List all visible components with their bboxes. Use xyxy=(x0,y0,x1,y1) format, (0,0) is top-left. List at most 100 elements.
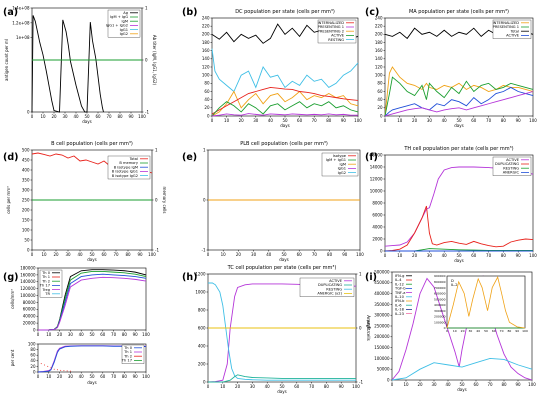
y-tick-label: 0 xyxy=(27,109,30,114)
legend-entry: IgG1 xyxy=(120,28,128,32)
inset-x-tick-label: 60 xyxy=(492,329,496,333)
y-axis-label: cells per mm³ xyxy=(6,186,11,214)
inset-y-tick-label: 200000 xyxy=(434,315,446,319)
x-tick-label: 40 xyxy=(442,118,448,123)
legend-entry: IgM + IgG1 xyxy=(326,158,346,162)
panel-b: (b) DC population per state (cells per mm… xyxy=(182,7,362,128)
x-tick-label: 30 xyxy=(427,118,433,123)
inset-y-tick-label: 600000 xyxy=(434,292,446,296)
x-tick-label: 80 xyxy=(327,252,333,257)
y2-tick-label: 0 xyxy=(145,57,148,62)
y-tick-label: 40 xyxy=(204,97,210,102)
y-tick-label: 200000 xyxy=(374,334,390,339)
x-tick-label: 80 xyxy=(125,252,131,257)
x-tick-label: 0 xyxy=(211,118,214,123)
legend-entry: Th 1 xyxy=(123,350,132,354)
y-tick-label: 80 xyxy=(204,81,210,86)
y-tick-label: 0 xyxy=(203,197,206,202)
legend-entry: IL-23 xyxy=(395,312,404,316)
x-tick-label: 0 xyxy=(37,332,40,337)
y-tick-label: 150 xyxy=(22,217,30,222)
y-tick-label: 400 xyxy=(198,343,206,348)
y-tick-label: 80 xyxy=(377,81,383,86)
x-tick-label: 60 xyxy=(294,384,300,389)
y2-axis-label: Ab titer (IgM, IgG1, IgG2) xyxy=(152,35,157,86)
y-tick-label: 0 xyxy=(203,379,206,384)
y-tick-label: 180 xyxy=(202,40,210,45)
x-axis-label: days xyxy=(277,389,286,394)
series-line xyxy=(211,90,359,117)
y-tick-label: 8000 xyxy=(372,200,383,205)
legend-entry: ACTIVE xyxy=(506,34,520,38)
y-tick-label: 100000 xyxy=(20,293,36,298)
y-axis-label: antigen count per ml xyxy=(4,39,9,81)
y-tick-label: 350 xyxy=(22,177,30,182)
y-tick-label: 450000 xyxy=(374,280,390,285)
x-tick-label: 70 xyxy=(111,374,117,379)
legend-entry: ANERGIC xyxy=(503,171,520,175)
series-line xyxy=(211,48,359,93)
x-tick-label: 90 xyxy=(516,118,522,123)
x-tick-label: 40 xyxy=(266,252,272,257)
x-tick-label: 60 xyxy=(297,118,303,123)
panel-title: DC population per state (cells per mm³) xyxy=(235,9,335,15)
legend-entry: B isotype IgG2 xyxy=(112,174,138,178)
x-tick-label: 60 xyxy=(471,253,477,258)
x-tick-label: 80 xyxy=(501,118,507,123)
y-tick-label: 800 xyxy=(198,307,206,312)
y-tick-label: 250 xyxy=(22,197,30,202)
panel-letter: (e) xyxy=(182,152,197,163)
y-tick-label: 20 xyxy=(30,364,36,369)
legend-entry: IFN-g xyxy=(395,274,404,278)
inset-x-tick-label: 0 xyxy=(446,329,448,333)
y-tick-label: 40 xyxy=(30,358,36,363)
x-tick-label: 50 xyxy=(456,253,462,258)
panel-d: (d)B cell population (cells per mm³)0 10 2… xyxy=(3,141,167,262)
inset-y-tick-label: 800000 xyxy=(434,280,446,284)
legend-entry: TNF-a xyxy=(394,291,405,295)
x-tick-label: 30 xyxy=(62,114,68,119)
x-tick-label: 0 xyxy=(31,252,34,257)
x-tick-label: 50 xyxy=(282,118,288,123)
legend-entry: IgM + IgG xyxy=(110,15,128,19)
y2-axis-label: memory cells xyxy=(162,187,167,214)
legend-entry: Th 1 xyxy=(41,275,50,279)
x-tick-label: 10 xyxy=(397,253,403,258)
x-tick-label: 10 xyxy=(221,252,227,257)
x-tick-label: 80 xyxy=(117,114,123,119)
panel-title: PLB cell population (cells per mm³) xyxy=(240,141,328,147)
legend-entry: IL-18 xyxy=(395,308,405,312)
inset-x-tick-label: 10 xyxy=(453,329,457,333)
y-tick-label: 80 xyxy=(30,347,36,352)
series-line xyxy=(208,282,356,381)
x-tick-label: 10 xyxy=(46,332,52,337)
legend-entry: RESTING xyxy=(503,166,519,170)
y-tick-label: 600 xyxy=(198,325,206,330)
x-axis-label: days xyxy=(82,119,91,124)
series-line xyxy=(211,101,359,117)
x-tick-label: 0 xyxy=(31,114,34,119)
legend-box xyxy=(107,9,141,38)
x-tick-label: 0 xyxy=(207,384,210,389)
y-tick-label: 400 xyxy=(22,167,30,172)
legend-box xyxy=(299,277,355,297)
x-tick-label: 20 xyxy=(235,384,241,389)
x-tick-label: 100 xyxy=(142,374,150,379)
x-tick-label: 60 xyxy=(101,252,107,257)
y-tick-label: 16000 xyxy=(370,152,383,157)
y-tick-label: 180 xyxy=(375,40,383,45)
legend-entry: RESTING xyxy=(328,38,344,42)
y-axis-label: cells/mm³ xyxy=(10,289,15,309)
x-tick-label: 30 xyxy=(65,252,71,257)
x-tick-label: 30 xyxy=(253,118,259,123)
legend-box xyxy=(121,344,145,364)
series-point xyxy=(50,367,52,369)
x-tick-label: 0 xyxy=(384,253,387,258)
inset-legend-entry: D xyxy=(451,279,454,283)
x-tick-label: 90 xyxy=(339,384,345,389)
y-tick-label: 2000 xyxy=(372,236,383,241)
legend-entry: ACTIVE xyxy=(506,158,520,162)
inset-y-tick-label: 100000 xyxy=(434,320,446,324)
x-tick-label: 80 xyxy=(501,253,507,258)
series-line xyxy=(37,345,146,373)
